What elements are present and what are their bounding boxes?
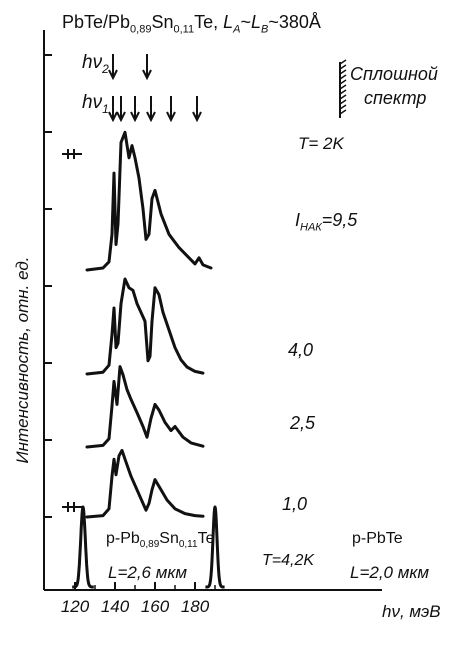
hatch-stroke-79	[339, 74, 347, 80]
spectrum-curve-9,5	[85, 130, 213, 272]
hv2-sub: 2	[102, 61, 109, 76]
axis-ticks: 120 140 160 180	[44, 54, 216, 616]
ref-left-mid: Sn	[159, 530, 179, 547]
hv1-arrow-4-head	[166, 111, 176, 123]
spectrum-curve-2,5	[85, 365, 205, 449]
spectrum-curve-1,0	[85, 448, 205, 519]
header-tail: Te,	[194, 12, 219, 32]
header-sub1: 0,89	[130, 23, 152, 36]
hv1-text: hν	[82, 92, 103, 113]
current-label-2-5: 2,5	[290, 413, 316, 433]
header-sim2: ~380	[268, 12, 309, 32]
ref-left-tail: Te	[197, 530, 215, 547]
hatch-stroke-109	[339, 104, 347, 110]
x-tick-label-160: 160	[141, 597, 170, 616]
x-tick-label-120: 120	[61, 597, 90, 616]
hv1-label: hν1	[82, 92, 109, 116]
ref-right-length: L=2,0 мкм	[350, 563, 430, 582]
hatch-stroke-94	[339, 89, 347, 95]
continuum-hatch	[339, 59, 347, 118]
header-system: PbTe/Pb	[62, 12, 131, 32]
axis-break-lower	[62, 502, 82, 512]
hatch-stroke-74	[339, 69, 347, 75]
spectrum-curve-4,0	[85, 277, 205, 376]
hatch-stroke-114	[339, 109, 347, 115]
hv1-arrow-0	[108, 96, 118, 123]
ref-left-length: L=2,6 мкм	[108, 563, 188, 582]
current-label-1-0: 1,0	[282, 494, 308, 514]
current-prefix: I	[295, 210, 301, 230]
hv2-arrow-0-head	[108, 69, 118, 81]
header-pA: A	[233, 23, 241, 36]
hv1-arrow-1	[116, 96, 126, 123]
continuum-label-2: спектр	[364, 88, 427, 108]
current-label-9-5: IНАК=9,5	[295, 210, 358, 234]
x-axis-label: hν, мэВ	[382, 602, 441, 621]
reference-peak-0	[71, 505, 95, 589]
reference-peaks	[71, 505, 226, 589]
hatch-stroke-99	[339, 94, 347, 100]
current-label-4-0: 4,0	[288, 340, 314, 360]
hv2-arrow-0	[108, 54, 118, 81]
axis-break-upper	[62, 149, 82, 159]
ref-left-name-text: p-Pb	[106, 530, 140, 547]
spectra-curves	[85, 130, 213, 519]
hv2-arrow-1-head	[142, 69, 152, 81]
hv1-arrow-4	[166, 96, 176, 123]
header-mid: Sn	[151, 12, 174, 32]
hv2-arrow-1	[142, 54, 152, 81]
continuum-label-1: Сплошной	[350, 64, 438, 84]
temperature-label-top: T= 2K	[298, 134, 344, 153]
header-label: PbTe/Pb0,89Sn0,11Te, LA~LB~380Å	[62, 12, 321, 36]
ref-left-sub1: 0,89	[139, 539, 160, 551]
hv1-arrow-0-head	[108, 111, 118, 123]
header-sub2: 0,11	[173, 23, 195, 36]
hatch-stroke-84	[339, 79, 347, 85]
x-tick-label-140: 140	[101, 597, 130, 616]
hv1-arrow-5	[192, 96, 202, 123]
ref-left-name: p-Pb0,89Sn0,11Te	[106, 530, 214, 550]
hatch-stroke-89	[339, 84, 347, 90]
header-pB: B	[261, 23, 269, 36]
hatch-stroke-64	[339, 59, 347, 65]
x-tick-label-180: 180	[181, 597, 210, 616]
hv1-arrow-2-head	[130, 111, 140, 123]
hv2-label: hν2	[82, 52, 109, 76]
ref-left-sub2: 0,11	[178, 539, 198, 551]
hv2-text: hν	[82, 52, 103, 73]
hatch-stroke-104	[339, 99, 347, 105]
header-period-b: L	[251, 12, 262, 32]
y-axis-label: Интенсивность, отн. ед.	[13, 256, 32, 464]
ref-temperature: T=4,2K	[262, 552, 315, 569]
hatch-stroke-69	[339, 64, 347, 70]
pump-arrows	[108, 54, 202, 123]
axes	[43, 30, 382, 591]
hv1-arrow-3-head	[146, 111, 156, 123]
ref-right-name: p-PbTe	[352, 530, 403, 547]
reference-peak-1	[204, 505, 226, 589]
hv1-arrow-3	[146, 96, 156, 123]
header-unit: Å	[308, 12, 321, 32]
hv1-arrow-2	[130, 96, 140, 123]
hv1-arrow-1-head	[116, 111, 126, 123]
hv1-sub: 1	[102, 101, 109, 116]
series-label-9-5: 9,5	[332, 210, 358, 230]
header-sim1: ~	[240, 12, 251, 32]
current-sub: НАК	[300, 221, 322, 234]
hv1-arrow-5-head	[192, 111, 202, 123]
header-period: L	[223, 12, 234, 32]
